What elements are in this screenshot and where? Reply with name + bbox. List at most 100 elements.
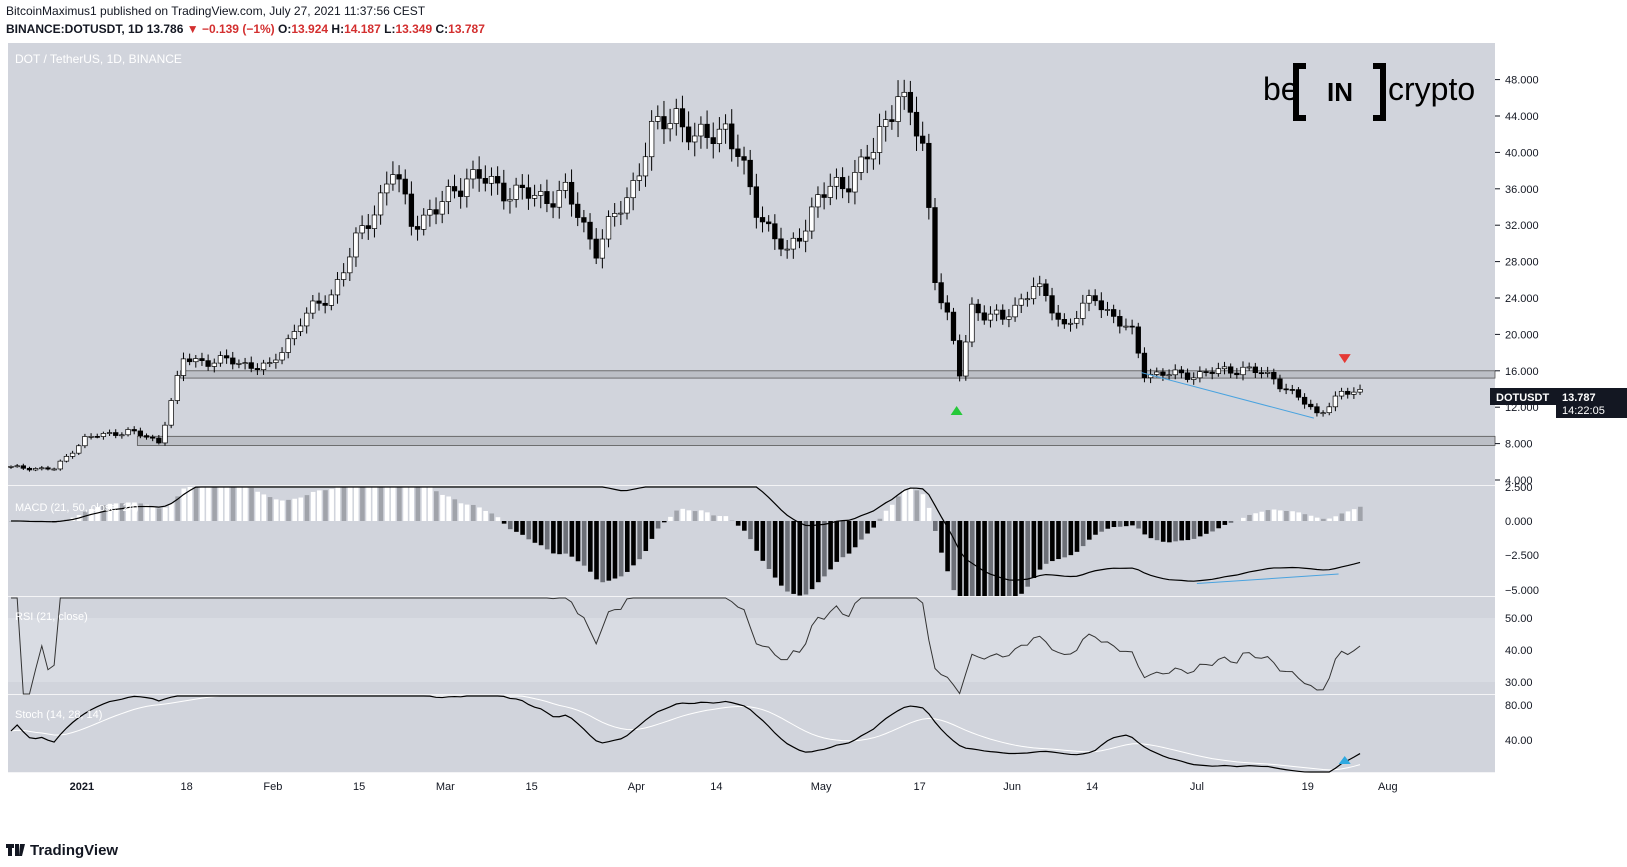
macd-histogram-bar — [1025, 521, 1030, 587]
price-change: ▼ −0.139 (−1%) — [186, 22, 275, 36]
candle-body — [624, 197, 630, 214]
macd-histogram-bar — [372, 487, 378, 521]
candle-body — [544, 191, 550, 204]
macd-histogram-bar — [1087, 521, 1092, 540]
macd-histogram-bar — [144, 504, 150, 521]
macd-histogram-bar — [526, 521, 532, 540]
candle-body — [963, 341, 969, 377]
candle-body — [1357, 388, 1363, 393]
macd-histogram-bar — [119, 503, 125, 521]
macd-histogram-bar — [1093, 521, 1098, 535]
macd-histogram-bar — [292, 498, 297, 521]
candle-body — [562, 181, 569, 191]
candle-body — [821, 194, 827, 198]
candle-body — [630, 180, 636, 199]
candle-body — [901, 91, 907, 98]
macd-histogram-bar — [1080, 521, 1086, 547]
macd-histogram-bar — [754, 521, 759, 551]
price-tick-label: 32.000 — [1505, 220, 1539, 232]
macd-histogram-bar — [557, 521, 562, 555]
candle-body — [661, 116, 667, 130]
candle-body — [1006, 316, 1012, 320]
time-tick-label: Jul — [1190, 781, 1204, 793]
macd-histogram-bar — [1228, 521, 1234, 523]
candle-body — [1301, 396, 1308, 405]
candle-body — [1129, 325, 1135, 328]
candle-body — [950, 311, 957, 341]
macd-histogram-bar — [569, 521, 575, 557]
macd-histogram-bar — [187, 487, 193, 521]
price-tick-label: 48.000 — [1505, 75, 1539, 87]
macd-histogram-bar — [310, 491, 316, 521]
macd-histogram-bar — [366, 487, 371, 521]
macd-histogram-bar — [483, 510, 488, 521]
candle-body — [267, 362, 273, 364]
macd-histogram-bar — [908, 487, 913, 521]
macd-histogram-bar — [581, 521, 587, 566]
macd-histogram-bar — [859, 521, 864, 540]
low-label: L: — [384, 22, 396, 36]
candle-body — [969, 303, 975, 343]
candle-body — [316, 300, 322, 304]
candle-body — [242, 362, 248, 365]
macd-histogram-bar — [267, 497, 273, 521]
macd-histogram-bar — [132, 502, 137, 521]
brand-be: be — [1263, 71, 1299, 107]
macd-histogram-bar — [1302, 514, 1308, 521]
price-tick-label: 24.000 — [1505, 293, 1539, 305]
candle-body — [1086, 295, 1092, 304]
macd-histogram-bar — [674, 510, 679, 521]
candle-body — [427, 209, 433, 216]
macd-histogram-bar — [846, 521, 852, 554]
macd-histogram-bar — [1351, 509, 1357, 521]
candle-body — [1252, 366, 1258, 374]
macd-histogram-bar — [427, 487, 433, 521]
time-tick-label: 15 — [525, 781, 537, 793]
low-value: 13.349 — [395, 22, 433, 36]
macd-histogram-bar — [415, 487, 421, 521]
rsi-label: RSI (21, close) — [15, 611, 88, 623]
candle-body — [729, 123, 735, 150]
candle-body — [494, 176, 501, 184]
macd-histogram-bar — [1179, 521, 1184, 541]
candle-body — [895, 96, 901, 122]
macd-histogram-bar — [378, 487, 384, 521]
candle-body — [907, 91, 914, 113]
candle-body — [260, 362, 267, 371]
price-tag-countdown: 14:22:05 — [1562, 405, 1605, 417]
macd-histogram-bar — [969, 521, 975, 596]
candle-body — [8, 466, 14, 468]
macd-histogram-bar — [551, 521, 556, 554]
macd-histogram-bar — [1277, 510, 1283, 521]
macd-histogram-bar — [126, 502, 131, 521]
candle-body — [926, 142, 932, 208]
time-tick-label: 14 — [1086, 781, 1098, 793]
macd-histogram-bar — [1062, 521, 1067, 558]
macd-histogram-bar — [1210, 521, 1215, 532]
chart-area[interactable]: 48.000 44.000 40.000 36.000 32.000 28.000 24.0… — [0, 43, 1627, 843]
macd-histogram-bar — [883, 510, 889, 521]
candle-body — [39, 467, 45, 470]
candle-body — [618, 212, 624, 215]
price-tick-label: 44.000 — [1505, 111, 1539, 123]
macd-histogram-bar — [711, 515, 716, 521]
support-zone — [136, 435, 1496, 446]
candle-body — [396, 174, 402, 180]
macd-histogram-bar — [594, 521, 599, 580]
macd-histogram-bar — [1290, 511, 1295, 521]
candle-body — [722, 123, 729, 130]
candle-body — [1074, 318, 1080, 324]
candle-body — [113, 432, 119, 436]
macd-histogram-bar — [1327, 518, 1332, 521]
macd-histogram-bar — [230, 487, 236, 521]
macd-histogram-bar — [212, 487, 217, 521]
candle-body — [710, 137, 716, 144]
tradingview-footer: TradingView — [6, 842, 118, 859]
macd-histogram-bar — [477, 507, 482, 521]
candle-body — [421, 214, 427, 230]
candle-body — [156, 437, 162, 444]
macd-histogram-bar — [785, 521, 790, 592]
candle-body — [612, 213, 618, 217]
candle-body — [162, 424, 168, 444]
candle-body — [1308, 403, 1314, 408]
